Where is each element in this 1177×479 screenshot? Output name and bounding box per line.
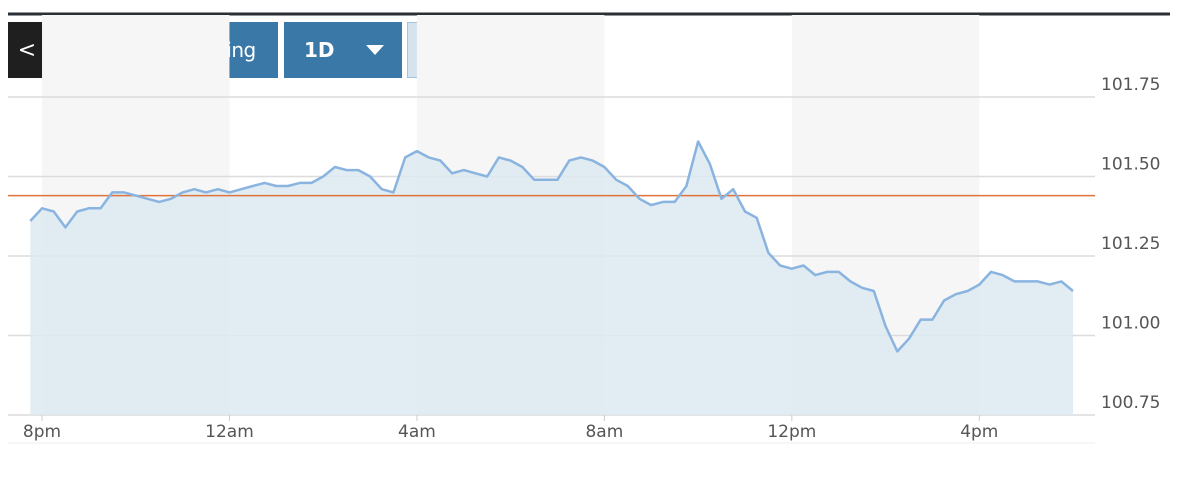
period-dropdown[interactable]: 1D	[284, 22, 402, 78]
back-button[interactable]: <	[8, 22, 46, 78]
y-tick-label: 101.50	[1101, 155, 1160, 175]
price-line	[29, 140, 1074, 353]
area-fill	[30, 141, 1073, 415]
x-tick-label: 4am	[398, 422, 436, 442]
dropdown-arrow	[366, 45, 384, 55]
y-tick-label: 101.75	[1101, 75, 1160, 95]
x-tick-label: 4pm	[960, 422, 998, 442]
x-tick-label: 12pm	[767, 422, 816, 442]
x-tick-label: 8pm	[23, 422, 61, 442]
y-tick-label: 101.00	[1101, 314, 1160, 334]
y-tick-label: 101.25	[1101, 234, 1160, 254]
x-tick-label: 12am	[205, 422, 254, 442]
x-tick-label: 8am	[585, 422, 623, 442]
y-tick-label: 100.75	[1101, 393, 1160, 413]
period-label: 1D	[304, 38, 335, 62]
